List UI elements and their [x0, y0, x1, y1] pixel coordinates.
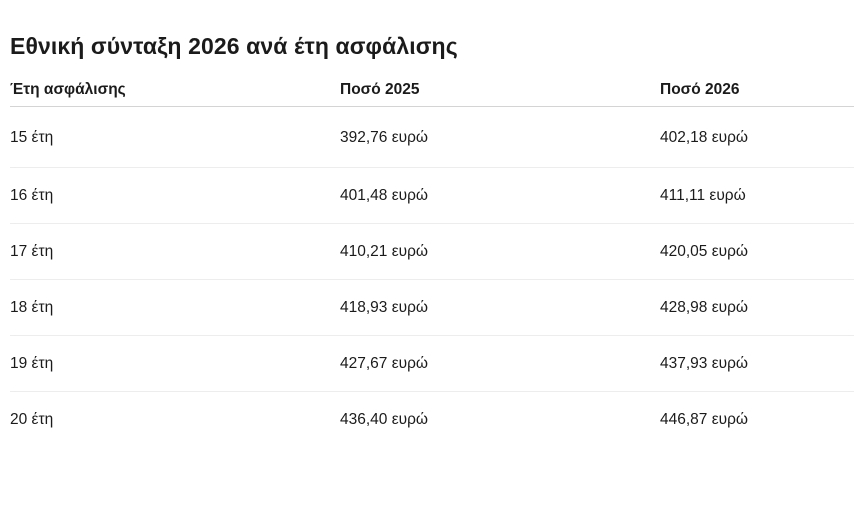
cell-amount-2025: 418,93 ευρώ: [340, 279, 660, 336]
cell-amount-2026: 437,93 ευρώ: [660, 335, 854, 392]
cell-amount-2026: 420,05 ευρώ: [660, 223, 854, 280]
table-row: 18 έτη 418,93 ευρώ 428,98 ευρώ: [10, 279, 854, 336]
cell-years: 19 έτη: [10, 335, 340, 392]
cell-years: 20 έτη: [10, 411, 54, 429]
cell-years: 15 έτη: [10, 106, 340, 168]
cell-amount-2026: 428,98 ευρώ: [660, 279, 854, 336]
cell-amount-2025: 427,67 ευρώ: [340, 335, 660, 392]
cell-amount-2026: 402,18 ευρώ: [660, 106, 854, 168]
table-row: 19 έτη 427,67 ευρώ 437,93 ευρώ: [10, 335, 854, 392]
page-title: Εθνική σύνταξη 2026 ανά έτη ασφάλισης: [10, 33, 458, 59]
column-header-years: Έτη ασφάλισης: [10, 59, 340, 107]
cell-amount-2025: 436,40 ευρώ: [340, 411, 429, 429]
cell-amount-2026: 446,87 ευρώ: [660, 411, 749, 429]
column-header-amount-2026: Ποσό 2026: [660, 59, 854, 107]
page: Εθνική σύνταξη 2026 ανά έτη ασφάλισης Έτ…: [0, 33, 854, 448]
table-row: 16 έτη 401,48 ευρώ 411,11 ευρώ: [10, 167, 854, 224]
cell-years: 17 έτη: [10, 223, 340, 280]
table-row: 15 έτη 392,76 ευρώ 402,18 ευρώ: [10, 106, 854, 168]
cell-amount-2025: 401,48 ευρώ: [340, 167, 660, 224]
cell-years: 16 έτη: [10, 167, 340, 224]
cell-years: 18 έτη: [10, 279, 340, 336]
pension-table: Έτη ασφάλισης Ποσό 2025 Ποσό 2026 15 έτη…: [10, 59, 854, 448]
table-row: 20 έτη 436,40 ευρώ 446,87 ευρώ: [10, 392, 854, 448]
column-header-amount-2025: Ποσό 2025: [340, 59, 660, 107]
table-header-row: Έτη ασφάλισης Ποσό 2025 Ποσό 2026: [10, 59, 854, 107]
table-row: 17 έτη 410,21 ευρώ 420,05 ευρώ: [10, 223, 854, 280]
cell-amount-2026: 411,11 ευρώ: [660, 167, 854, 224]
cell-amount-2025: 392,76 ευρώ: [340, 106, 660, 168]
cell-amount-2025: 410,21 ευρώ: [340, 223, 660, 280]
